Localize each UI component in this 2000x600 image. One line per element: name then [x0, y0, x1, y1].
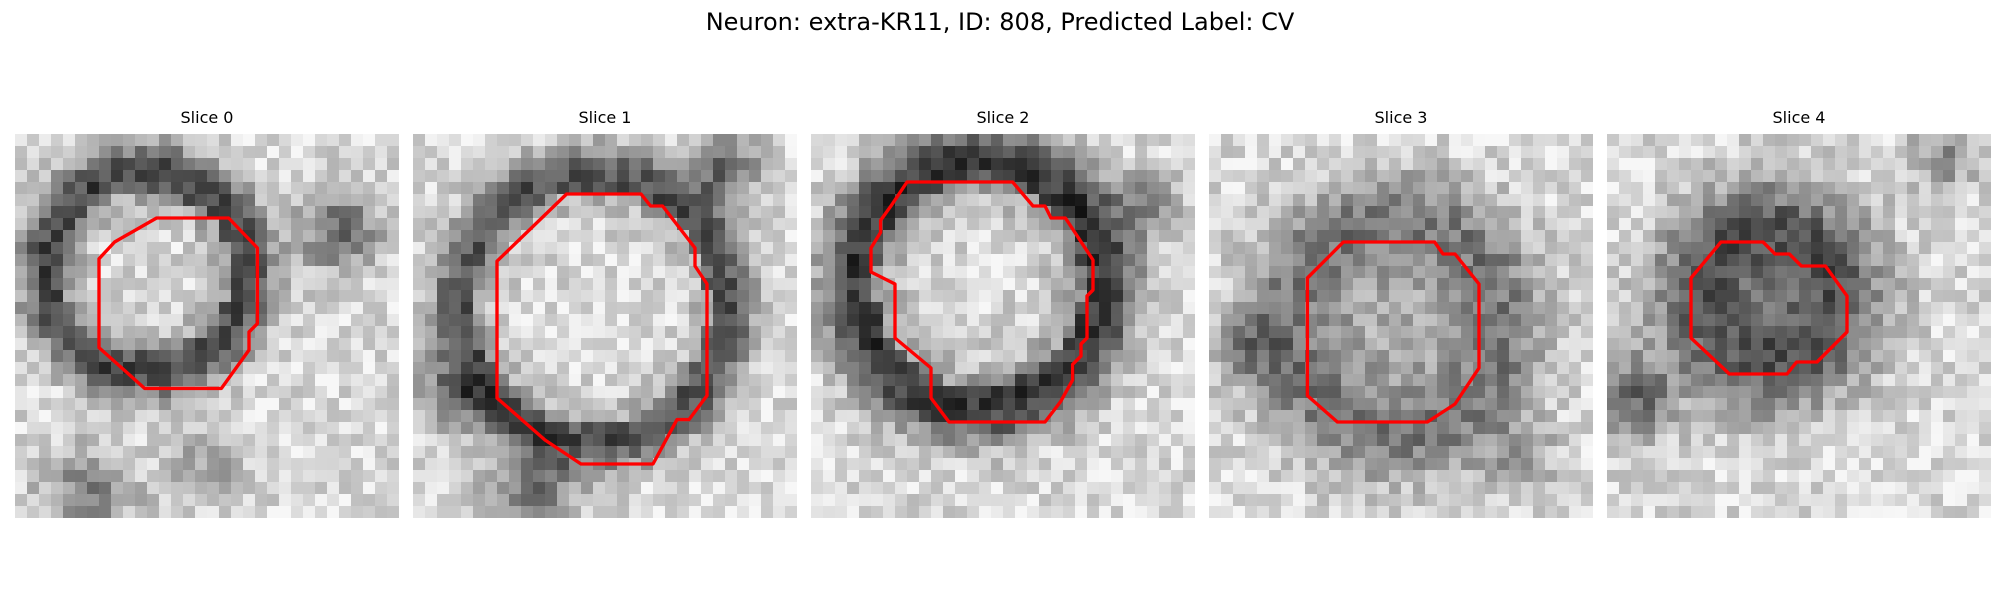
slice-image-0	[15, 134, 399, 518]
slice-title-0: Slice 0	[180, 108, 234, 127]
slice-panel-0: Slice 0	[15, 108, 399, 518]
slice-image-2	[811, 134, 1195, 518]
slice-panel-2: Slice 2	[811, 108, 1195, 518]
slice-title-1: Slice 1	[578, 108, 632, 127]
slice-title-3: Slice 3	[1374, 108, 1428, 127]
slice-image-1	[413, 134, 797, 518]
slice-panel-3: Slice 3	[1209, 108, 1593, 518]
slice-title-2: Slice 2	[976, 108, 1030, 127]
contour-outline-0	[97, 216, 260, 391]
contour-outline-3	[1305, 240, 1481, 424]
figure-title: Neuron: extra-KR11, ID: 808, Predicted L…	[705, 8, 1295, 36]
slice-image-3	[1209, 134, 1593, 518]
contour-outline-4	[1689, 240, 1849, 376]
slice-image-4	[1607, 134, 1991, 518]
slice-title-4: Slice 4	[1772, 108, 1826, 127]
contour-outline-2	[869, 180, 1095, 424]
slice-panel-4: Slice 4	[1607, 108, 1991, 518]
slice-panel-1: Slice 1	[413, 108, 797, 518]
contour-outline-1	[495, 192, 709, 466]
